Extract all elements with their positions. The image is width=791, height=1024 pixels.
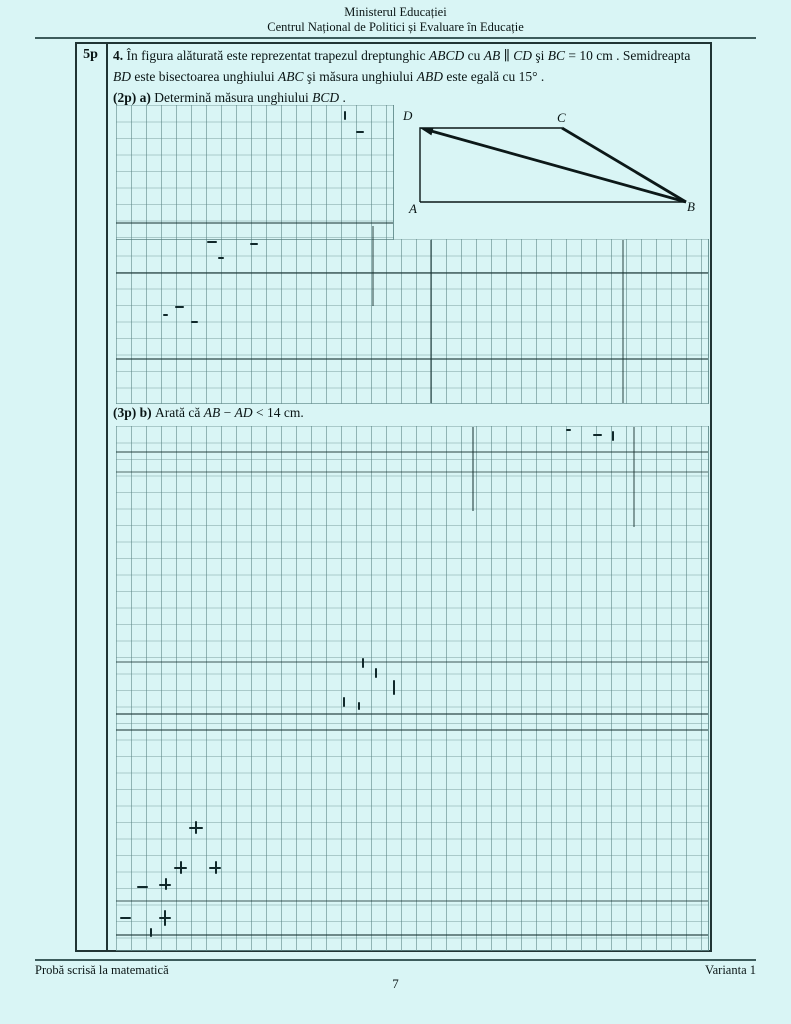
center-title: Centrul Național de Politici și Evaluare… [267,20,524,34]
text-segment: BD [113,69,131,84]
footer-subject: Probă scrisă la matematică [35,963,169,977]
scan-line [372,226,374,306]
scan-line [472,427,474,511]
answer-grid-middle [116,239,709,404]
vertex-label-C: C [557,110,566,125]
scan-mark [343,697,345,707]
ray-arrowhead-icon [420,127,434,136]
text-segment: Determină măsura unghiului [154,90,313,105]
page-number: 7 [392,976,399,991]
segment-CB [561,126,687,204]
text-segment: (2p) a) [113,90,155,105]
problem-line-3: (2p) a) Determină măsura unghiului BCD . [113,87,710,108]
answer-grid-top-left [116,105,394,240]
scan-line [116,713,708,715]
scan-line [116,222,393,224]
vertex-label-D: D [403,108,413,123]
scan-mark [344,111,346,120]
scan-line [116,471,708,473]
text-segment: AD [234,405,253,420]
text-segment: şi [531,48,548,63]
scan-line [430,240,432,403]
scan-mark [362,658,364,668]
text-segment: este egală cu 15° . [442,69,545,84]
text-segment: . [339,90,346,105]
problem-statement: 4. În figura alăturată este reprezentat … [113,45,710,108]
scan-line [116,661,708,663]
ray-BD [423,127,687,204]
scan-mark [375,668,377,678]
text-segment: este bisectoarea unghiului [131,69,278,84]
scan-mark [207,241,217,243]
text-segment: BCD [312,90,340,105]
text-segment: 4. [113,48,127,63]
text-segment: AB [483,48,501,63]
ministry-title: Ministerul Educației [344,5,447,19]
scan-line [116,934,708,936]
scan-mark [165,878,167,890]
text-segment: = 10 cm . Semidreapta [565,48,691,63]
text-segment: În figura alăturată este reprezentat tra… [126,48,429,63]
scan-mark [120,917,131,919]
text-segment: ∥ [500,48,514,63]
scan-line [622,240,624,403]
text-segment: AB [203,405,221,420]
text-segment: Arată că [155,405,204,420]
text-segment: BC [547,48,566,63]
scan-mark [250,243,258,245]
scan-mark [612,431,614,441]
problem-line-1: 4. În figura alăturată este reprezentat … [113,45,710,66]
text-segment: CD [513,48,532,63]
part-b-statement: (3p) b) Arată că AB − AD < 14 cm. [113,402,673,423]
points-label: 5p [83,47,98,62]
answer-grid-bottom [116,426,709,951]
scan-mark [175,306,184,308]
scan-line [116,272,708,274]
text-segment: < 14 cm. [252,405,304,420]
scan-mark [356,131,364,133]
text-segment: ABCD [428,48,465,63]
footer-rule [35,959,756,961]
scan-mark [137,886,148,888]
scan-mark [150,928,152,937]
text-segment: ABD [416,69,443,84]
scan-line [633,427,635,527]
scan-line [116,451,708,453]
text-segment: şi măsura unghiului [303,69,417,84]
scan-mark [593,434,602,436]
text-segment: ABC [277,69,304,84]
text-segment: − [220,405,235,420]
header-rule [35,37,756,39]
scan-line [116,900,708,902]
scan-mark [215,861,217,874]
scan-line [116,358,708,360]
scan-mark [164,910,166,926]
trapezoid-figure [419,126,687,204]
scan-mark [218,257,224,259]
scan-mark [393,680,395,695]
scan-mark [566,429,571,431]
scan-mark [358,702,360,710]
segment-AD-DC [419,127,562,202]
scan-line [116,729,708,731]
footer: Probă scrisă la matematică Varianta 1 [35,963,756,978]
problem-line-2: BD este bisectoarea unghiului ABC şi măs… [113,66,710,87]
scan-mark [191,321,198,323]
problem-box [75,42,712,952]
scan-mark [180,861,182,874]
text-segment: cu [464,48,484,63]
text-segment: (3p) b) [113,405,156,420]
scan-mark [163,314,168,316]
points-column-divider [106,42,108,952]
vertex-label-B: B [687,199,695,214]
scan-mark [195,821,197,834]
vertex-label-A: A [409,201,417,216]
footer-variant: Varianta 1 [704,963,756,977]
